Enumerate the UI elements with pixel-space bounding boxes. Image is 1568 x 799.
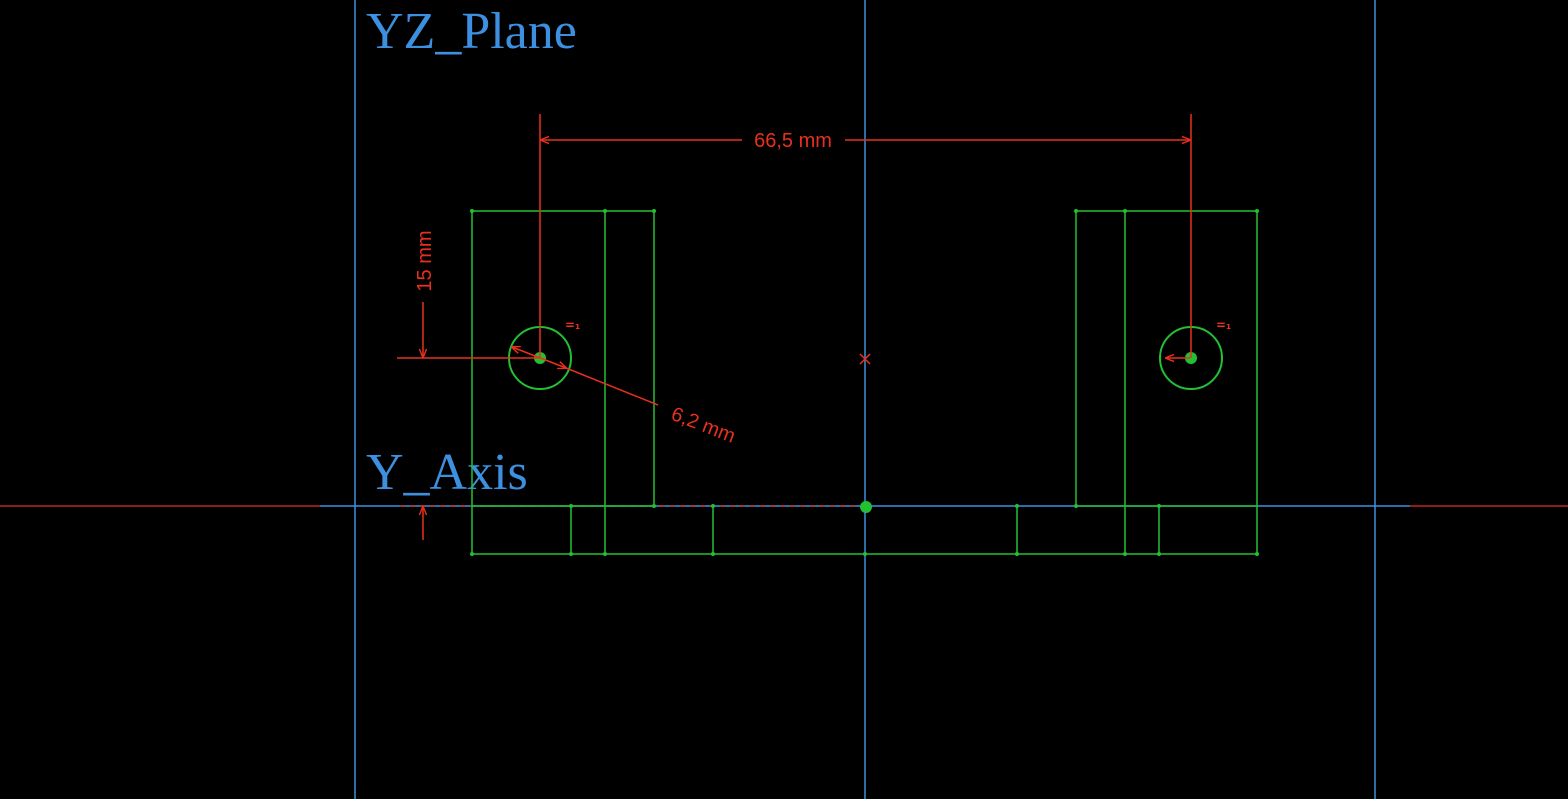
vertex-point[interactable] bbox=[1255, 209, 1259, 213]
vertex-point[interactable] bbox=[1015, 504, 1019, 508]
y-axis-label[interactable]: Y_Axis bbox=[366, 444, 528, 501]
vertex-point[interactable] bbox=[603, 209, 607, 213]
diameter-dim-line[interactable] bbox=[512, 347, 566, 368]
origin-point[interactable] bbox=[860, 501, 872, 513]
vertex-point[interactable] bbox=[470, 209, 474, 213]
right-upright-rect[interactable] bbox=[1075, 210, 1258, 507]
vertex-point[interactable] bbox=[1255, 552, 1259, 556]
vertex-point[interactable] bbox=[1074, 504, 1078, 508]
vertex-point[interactable] bbox=[1015, 552, 1019, 556]
vertex-point[interactable] bbox=[569, 552, 573, 556]
vertex-point[interactable] bbox=[1123, 209, 1127, 213]
vertex-point[interactable] bbox=[711, 504, 715, 508]
vertex-point[interactable] bbox=[1123, 552, 1127, 556]
diameter-dim-leader[interactable] bbox=[565, 367, 659, 406]
vertex-point[interactable] bbox=[652, 209, 656, 213]
diameter-dimension-value[interactable]: 6,2 mm bbox=[668, 403, 738, 447]
vertex-point[interactable] bbox=[1157, 504, 1161, 508]
vertex-point[interactable] bbox=[1074, 209, 1078, 213]
reference-geometry bbox=[320, 0, 1410, 799]
equal-constraint-right[interactable]: =₁ bbox=[1216, 318, 1231, 332]
vertex-point[interactable] bbox=[569, 504, 573, 508]
dimension-annotations bbox=[397, 114, 1192, 540]
yz-plane-label[interactable]: YZ_Plane bbox=[366, 3, 577, 60]
vertex-point[interactable] bbox=[603, 552, 607, 556]
vertex-point[interactable] bbox=[652, 504, 656, 508]
vertical-dimension-value[interactable]: 15 mm bbox=[414, 230, 436, 291]
equal-constraint-left[interactable]: =₁ bbox=[565, 318, 580, 332]
vertex-point[interactable] bbox=[711, 552, 715, 556]
vertex-point[interactable] bbox=[1157, 552, 1161, 556]
horizontal-dimension-value[interactable]: 66,5 mm bbox=[754, 130, 832, 152]
center-cross-b bbox=[859, 353, 871, 365]
vertex-point[interactable] bbox=[470, 552, 474, 556]
vertex-point[interactable] bbox=[863, 552, 867, 556]
